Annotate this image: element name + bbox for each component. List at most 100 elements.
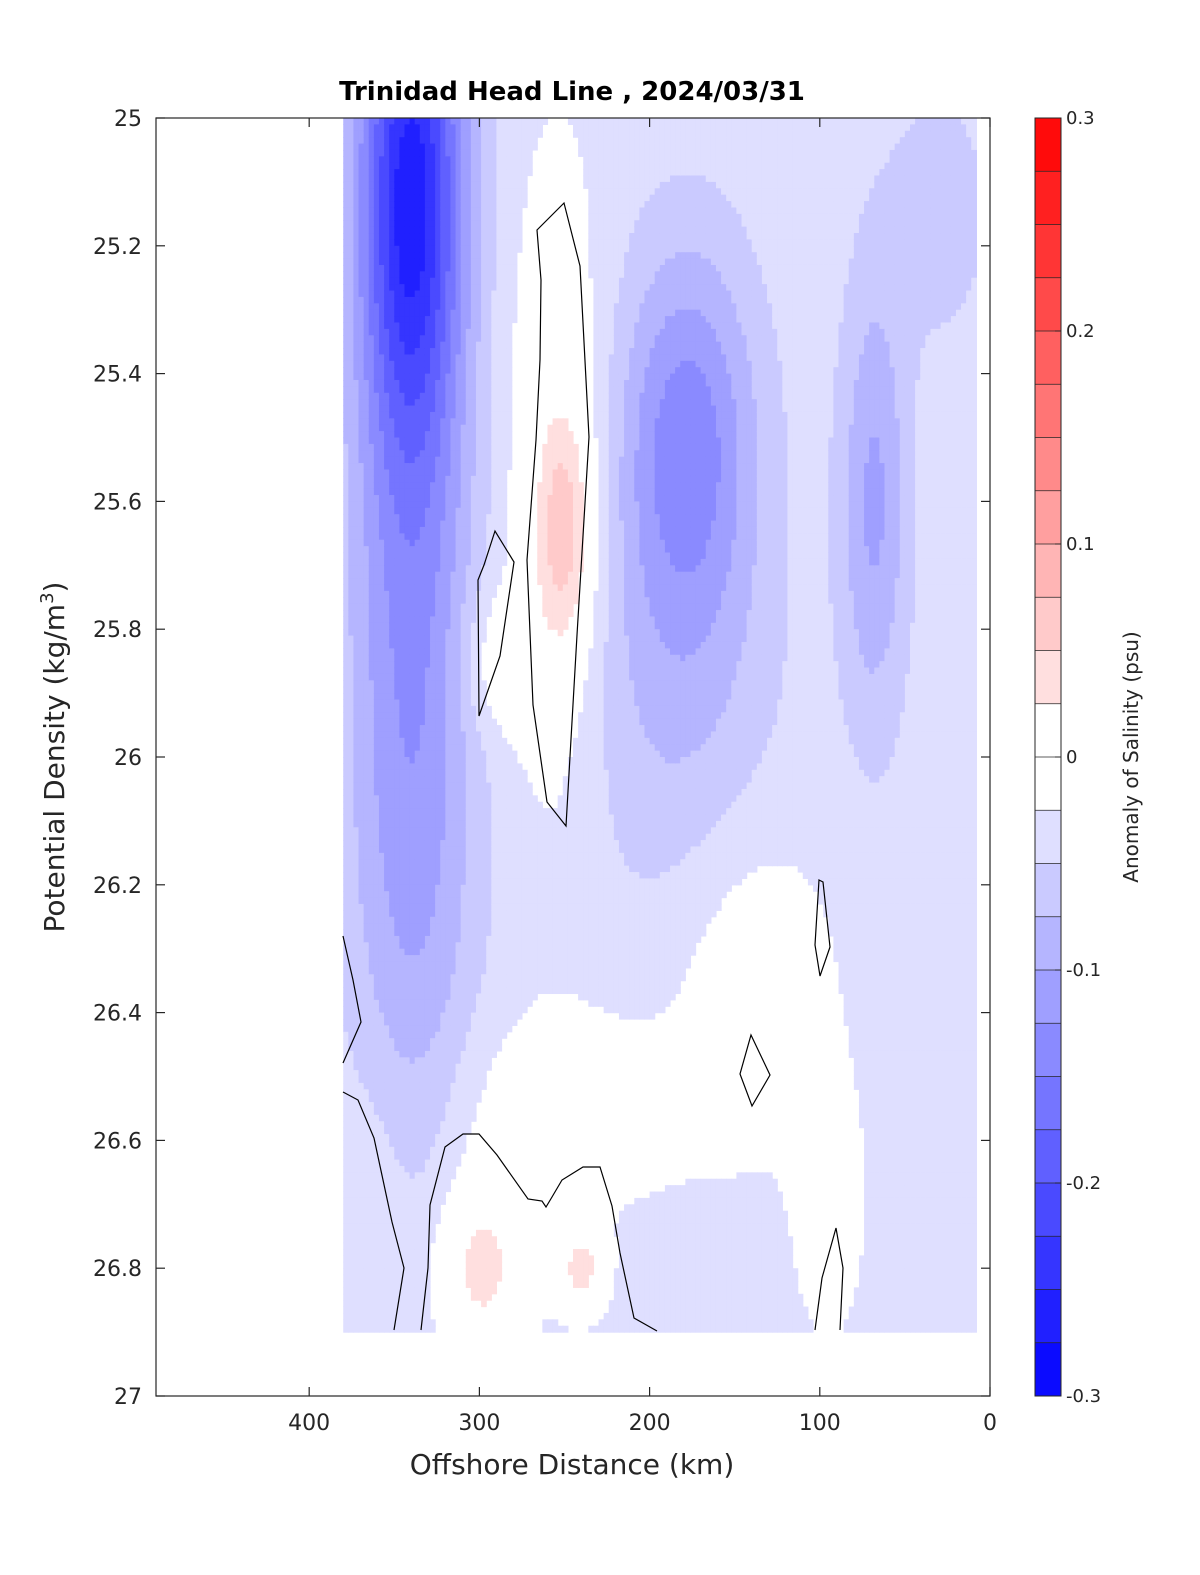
contour-cell <box>378 411 385 419</box>
contour-cell <box>430 961 436 969</box>
contour-cell <box>394 1300 400 1308</box>
contour-cell <box>378 264 385 272</box>
contour-cell <box>460 967 467 975</box>
contour-cell <box>470 335 477 343</box>
contour-cell <box>440 252 446 260</box>
contour-cell <box>450 1146 457 1154</box>
contour-cell <box>353 290 360 298</box>
contour-cell <box>384 1121 390 1129</box>
contour-cell <box>394 654 400 662</box>
contour-cell <box>481 526 487 534</box>
contour-cell <box>343 993 349 1001</box>
contour-cell <box>455 277 462 285</box>
contour-cell <box>358 450 365 458</box>
contour-cell <box>465 769 472 777</box>
contour-cell <box>419 143 426 151</box>
contour-cell <box>384 341 390 349</box>
contour-cell <box>424 405 431 413</box>
contour-cell <box>445 495 452 502</box>
contour-cell <box>348 648 355 656</box>
contour-cell <box>481 124 487 132</box>
contour-cell <box>404 769 411 777</box>
contour-cell <box>419 1121 426 1129</box>
contour-cell <box>430 622 436 630</box>
contour-cell <box>419 1287 426 1295</box>
contour-cell <box>389 1191 395 1199</box>
contour-cell <box>384 296 390 304</box>
contour-cell <box>373 194 380 202</box>
contour-cell <box>481 181 487 189</box>
contour-cell <box>368 1057 375 1065</box>
contour-cell <box>455 910 462 918</box>
contour-cell <box>389 910 395 918</box>
contour-cell <box>353 833 360 841</box>
contour-cell <box>419 1242 426 1250</box>
contour-cell <box>475 788 482 796</box>
contour-cell <box>389 181 395 189</box>
contour-cell <box>450 431 457 439</box>
contour-cell <box>394 411 400 419</box>
contour-cell <box>460 1057 467 1065</box>
contour-cell <box>358 584 365 592</box>
contour-cell <box>384 226 390 234</box>
contour-cell <box>399 475 406 483</box>
contour-cell <box>450 648 457 656</box>
contour-cell <box>384 667 390 675</box>
contour-cell <box>363 897 370 905</box>
contour-cell <box>409 929 416 937</box>
contour-cell <box>399 118 406 125</box>
contour-cell <box>368 156 375 164</box>
contour-cell <box>465 1031 472 1039</box>
contour-cell <box>378 1319 385 1327</box>
contour-cell <box>353 533 360 541</box>
contour-cell <box>394 181 400 189</box>
contour-cell <box>384 220 390 228</box>
contour-cell <box>409 629 416 637</box>
contour-cell <box>419 526 426 534</box>
contour-cell <box>435 424 441 432</box>
contour-cell <box>465 130 472 138</box>
contour-cell <box>384 443 390 451</box>
contour-cell <box>378 571 385 579</box>
contour-cell <box>358 590 365 598</box>
contour-cell <box>399 661 406 669</box>
contour-cell <box>368 833 375 841</box>
contour-cell <box>348 1012 355 1020</box>
contour-cell <box>475 258 482 266</box>
contour-cell <box>358 1095 365 1103</box>
contour-cell <box>409 181 416 189</box>
contour-cell <box>378 252 385 260</box>
contour-cell <box>399 482 406 490</box>
contour-cell <box>399 450 406 458</box>
contour-cell <box>419 450 426 458</box>
contour-cell <box>353 1108 360 1116</box>
contour-fills <box>343 118 977 1333</box>
contour-cell <box>419 974 426 982</box>
contour-cell <box>481 188 487 196</box>
contour-cell <box>389 1185 395 1193</box>
contour-cell <box>475 233 482 241</box>
contour-cell <box>363 769 370 777</box>
contour-cell <box>368 130 375 138</box>
contour-cell <box>389 744 395 752</box>
contour-cell <box>414 686 421 694</box>
contour-cell <box>384 309 390 317</box>
contour-cell <box>475 967 482 975</box>
contour-cell <box>455 303 462 311</box>
contour-cell <box>373 757 380 764</box>
contour-cell <box>440 495 446 502</box>
contour-cell <box>384 175 390 183</box>
contour-cell <box>394 1268 400 1276</box>
contour-cell <box>358 1223 365 1231</box>
contour-cell <box>363 980 370 988</box>
contour-cell <box>419 782 426 790</box>
contour-cell <box>465 245 472 253</box>
contour-cell <box>445 264 452 272</box>
contour-cell <box>399 590 406 598</box>
contour-cell <box>368 373 375 381</box>
contour-cell <box>481 578 487 586</box>
contour-cell <box>373 424 380 432</box>
contour-cell <box>419 788 426 796</box>
contour-cell <box>399 124 406 132</box>
contour-cell <box>404 923 411 931</box>
